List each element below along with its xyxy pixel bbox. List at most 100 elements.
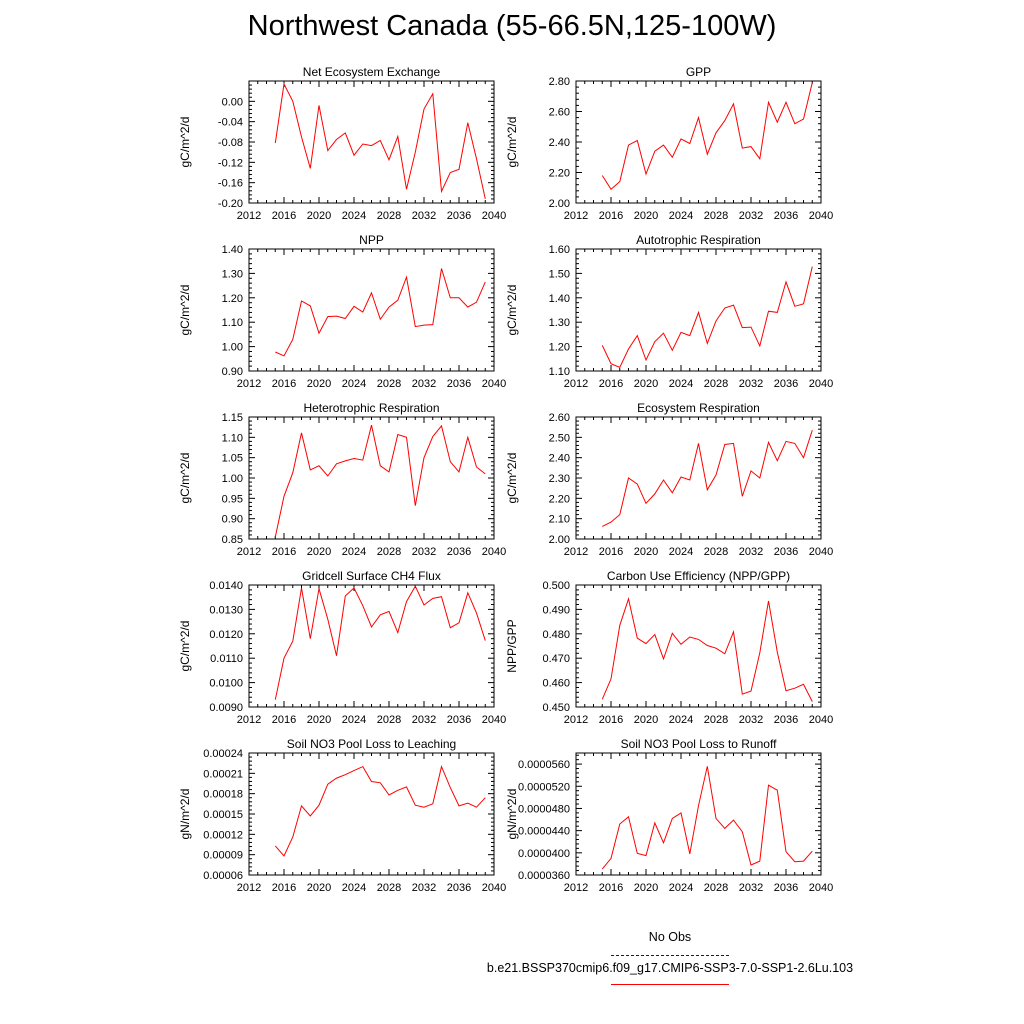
plot-frame bbox=[248, 584, 495, 708]
x-tick-label: 2028 bbox=[704, 546, 728, 558]
x-tick-label: 2024 bbox=[669, 378, 693, 390]
panel-title: Gridcell Surface CH4 Flux bbox=[302, 569, 441, 583]
y-tick-label: 0.480 bbox=[542, 629, 570, 641]
x-tick-label: 2036 bbox=[774, 714, 798, 726]
x-tick-label: 2016 bbox=[599, 714, 623, 726]
chart-panel: Soil NO3 Pool Loss to Leaching gN/m^2/d 20… bbox=[178, 737, 506, 894]
page-title: Northwest Canada (55-66.5N,125-100W) bbox=[247, 10, 777, 42]
x-tick-label: 2028 bbox=[704, 378, 728, 390]
x-tick-label: 2020 bbox=[307, 210, 331, 222]
y-axis-label: gC/m^2/d bbox=[178, 117, 192, 168]
y-tick-label: 1.00 bbox=[222, 342, 243, 354]
x-tick-label: 2040 bbox=[482, 378, 506, 390]
x-tick-label: 2032 bbox=[412, 210, 436, 222]
x-tick-label: 2028 bbox=[377, 546, 401, 558]
x-tick-label: 2016 bbox=[599, 882, 623, 894]
x-tick-label: 2040 bbox=[482, 714, 506, 726]
y-tick-label: 0.0000440 bbox=[518, 826, 570, 838]
y-tick-label: 0.490 bbox=[542, 604, 570, 616]
x-tick-label: 2012 bbox=[237, 714, 261, 726]
y-tick-label: 2.80 bbox=[549, 76, 570, 88]
y-tick-label: 0.470 bbox=[542, 653, 570, 665]
y-tick-label: 1.15 bbox=[222, 412, 243, 424]
plot-frame bbox=[575, 248, 822, 372]
y-tick-label: 0.0100 bbox=[209, 678, 243, 690]
x-tick-label: 2020 bbox=[307, 378, 331, 390]
x-tick-label: 2016 bbox=[599, 546, 623, 558]
y-tick-label: 0.00024 bbox=[203, 748, 243, 760]
x-tick-label: 2028 bbox=[704, 714, 728, 726]
chart-panel: Heterotrophic Respiration gC/m^2/d 2012 201… bbox=[178, 401, 506, 558]
series-line bbox=[602, 430, 813, 527]
x-tick-label: 2032 bbox=[739, 546, 763, 558]
x-tick-label: 2032 bbox=[739, 882, 763, 894]
x-tick-label: 2040 bbox=[809, 714, 833, 726]
y-tick-label: 0.00012 bbox=[203, 829, 243, 841]
panel-title: Soil NO3 Pool Loss to Leaching bbox=[287, 737, 456, 751]
series-line bbox=[274, 424, 486, 538]
x-tick-label: 2032 bbox=[412, 714, 436, 726]
y-tick-label: 0.00015 bbox=[203, 809, 243, 821]
y-axis-label: gN/m^2/d bbox=[178, 789, 192, 840]
panel-title: GPP bbox=[686, 65, 711, 79]
y-tick-label: 1.30 bbox=[222, 268, 243, 280]
series-line bbox=[274, 764, 486, 857]
x-tick-label: 2012 bbox=[237, 210, 261, 222]
plot-frame bbox=[575, 752, 822, 876]
x-tick-label: 2036 bbox=[447, 882, 471, 894]
y-tick-label: 0.00006 bbox=[203, 870, 243, 882]
x-tick-label: 2016 bbox=[272, 378, 296, 390]
y-tick-label: 1.20 bbox=[549, 342, 570, 354]
legend-label-model: b.e21.BSSP370cmip6.f09_g17.CMIP6-SSP3-7.… bbox=[486, 961, 854, 975]
x-tick-label: 2024 bbox=[342, 546, 366, 558]
x-tick-label: 2016 bbox=[272, 714, 296, 726]
x-tick-label: 2028 bbox=[704, 882, 728, 894]
x-tick-label: 2032 bbox=[739, 210, 763, 222]
x-tick-label: 2036 bbox=[447, 714, 471, 726]
x-tick-label: 2020 bbox=[307, 882, 331, 894]
y-tick-label: -0.16 bbox=[218, 178, 243, 190]
y-tick-label: 1.10 bbox=[549, 366, 570, 378]
chart-panel: Autotrophic Respiration gC/m^2/d 2012 2016 2… bbox=[505, 233, 833, 390]
legend-line-model bbox=[611, 984, 729, 985]
plot-frame bbox=[248, 752, 495, 876]
x-tick-label: 2024 bbox=[669, 714, 693, 726]
y-tick-label: 2.60 bbox=[549, 412, 570, 424]
y-tick-label: 0.00009 bbox=[203, 850, 243, 862]
x-tick-label: 2028 bbox=[377, 210, 401, 222]
x-tick-label: 2016 bbox=[272, 546, 296, 558]
y-axis-label: gC/m^2/d bbox=[505, 453, 519, 504]
x-tick-label: 2012 bbox=[564, 714, 588, 726]
x-tick-label: 2040 bbox=[809, 210, 833, 222]
chart-panel: Gridcell Surface CH4 Flux gC/m^2/d 2012 201… bbox=[178, 569, 506, 726]
x-tick-label: 2020 bbox=[634, 546, 658, 558]
x-tick-label: 2012 bbox=[564, 882, 588, 894]
chart-panel: Carbon Use Efficiency (NPP/GPP) NPP/GPP 20… bbox=[505, 569, 833, 726]
panel-title: Net Ecosystem Exchange bbox=[303, 65, 441, 79]
x-tick-label: 2012 bbox=[564, 546, 588, 558]
x-tick-label: 2012 bbox=[237, 378, 261, 390]
plot-frame bbox=[248, 80, 495, 204]
y-tick-label: 0.85 bbox=[222, 534, 243, 546]
x-tick-label: 2028 bbox=[377, 714, 401, 726]
x-tick-label: 2036 bbox=[447, 210, 471, 222]
y-tick-label: 0.90 bbox=[222, 514, 243, 526]
y-axis-label: gC/m^2/d bbox=[505, 117, 519, 168]
y-tick-label: 0.0130 bbox=[209, 604, 243, 616]
y-tick-label: -0.12 bbox=[218, 157, 243, 169]
x-tick-label: 2024 bbox=[342, 378, 366, 390]
y-tick-label: 2.00 bbox=[549, 534, 570, 546]
x-tick-label: 2036 bbox=[774, 882, 798, 894]
x-tick-label: 2028 bbox=[377, 378, 401, 390]
y-tick-label: 2.40 bbox=[549, 137, 570, 149]
panel-title: Autotrophic Respiration bbox=[636, 233, 761, 247]
x-tick-label: 2020 bbox=[634, 882, 658, 894]
y-tick-label: 0.0120 bbox=[209, 629, 243, 641]
y-tick-label: 2.10 bbox=[549, 514, 570, 526]
y-tick-label: 1.20 bbox=[222, 293, 243, 305]
x-tick-label: 2024 bbox=[669, 210, 693, 222]
x-tick-label: 2032 bbox=[412, 378, 436, 390]
x-tick-label: 2016 bbox=[272, 882, 296, 894]
x-tick-label: 2028 bbox=[704, 210, 728, 222]
x-tick-label: 2012 bbox=[237, 882, 261, 894]
